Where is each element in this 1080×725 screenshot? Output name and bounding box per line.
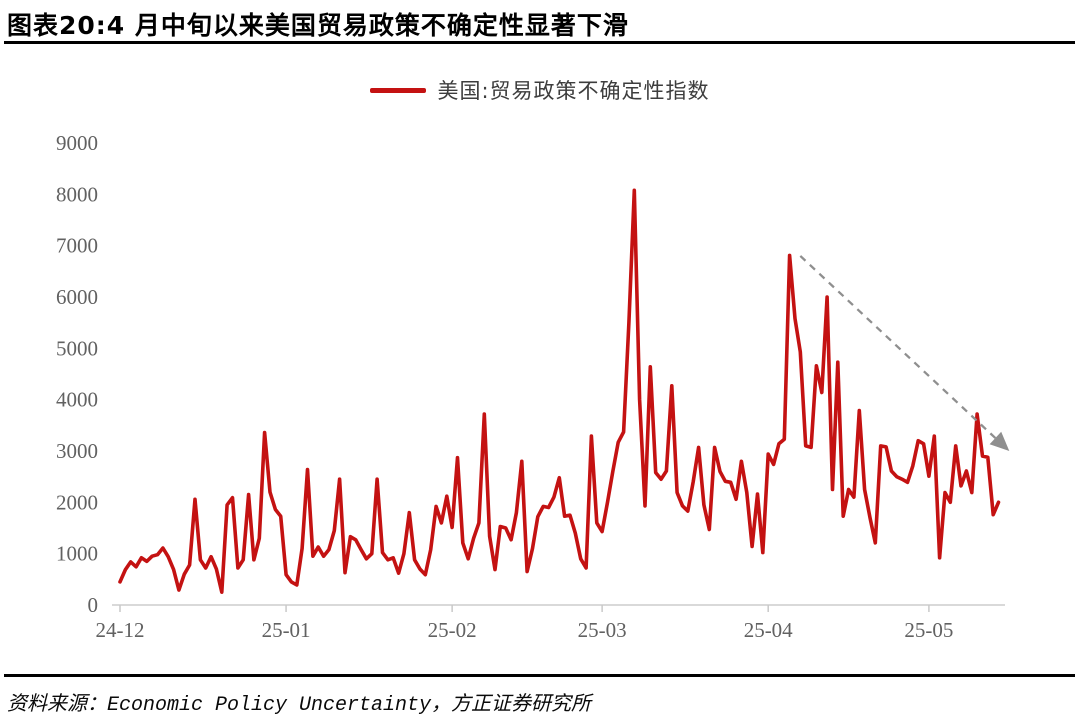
series-line xyxy=(118,188,1001,594)
y-tick-label: 1000 xyxy=(56,542,98,566)
x-tick-label: 25-01 xyxy=(262,618,311,642)
legend: 美国:贸易政策不确定性指数 xyxy=(0,76,1080,104)
y-tick-label: 2000 xyxy=(56,490,98,514)
x-tick-label: 24-12 xyxy=(96,618,145,642)
x-tick-label: 25-04 xyxy=(744,618,793,642)
y-tick-label: 3000 xyxy=(56,439,98,463)
page-title: 图表20:4 月中旬以来美国贸易政策不确定性显著下滑 xyxy=(7,11,629,40)
y-tick-label: 7000 xyxy=(56,234,98,258)
x-tick-label: 25-05 xyxy=(904,618,953,642)
y-tick-label: 0 xyxy=(88,593,99,617)
title-divider xyxy=(4,41,1075,44)
y-tick-label: 5000 xyxy=(56,336,98,360)
y-tick-label: 9000 xyxy=(56,131,98,155)
legend-line-swatch xyxy=(370,87,427,93)
trend-arrow-dashed-line xyxy=(799,255,997,439)
trend-arrow-head xyxy=(989,431,1010,451)
source-note: 资料来源：Economic Policy Uncertainty，方正证券研究所 xyxy=(7,694,592,717)
y-tick-label: 4000 xyxy=(56,388,98,412)
x-tick-label: 25-03 xyxy=(578,618,627,642)
source-divider xyxy=(4,674,1075,677)
legend-label: 美国:贸易政策不确定性指数 xyxy=(437,79,710,103)
x-tick-label: 25-02 xyxy=(428,618,477,642)
y-tick-label: 6000 xyxy=(56,285,98,309)
y-tick-label: 8000 xyxy=(56,182,98,206)
